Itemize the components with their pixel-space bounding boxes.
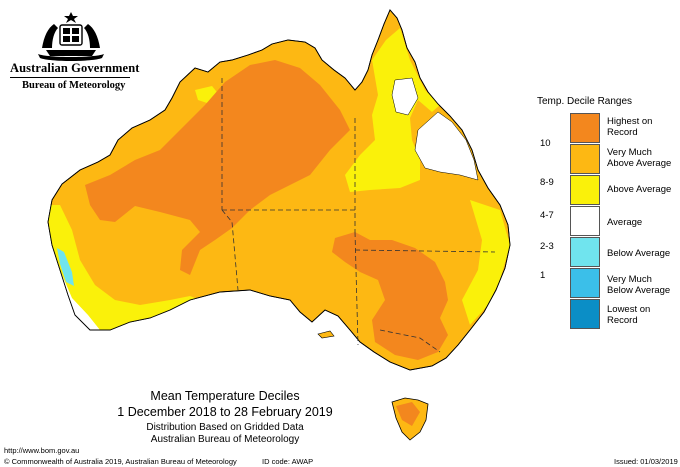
legend-code: 4-7 xyxy=(540,210,554,221)
average-east-queensland xyxy=(414,111,479,181)
legend-item: 10 Very Much Above Average xyxy=(537,138,677,174)
legend-label: Highest on Record xyxy=(607,116,653,138)
map-method: Distribution Based on Gridded Data xyxy=(146,422,304,433)
legend-code: 1 xyxy=(540,270,546,281)
legend-item: 2-3 Below Average xyxy=(537,237,677,267)
legend-label: Very Much Below Average xyxy=(607,274,671,296)
mainland xyxy=(47,9,511,371)
legend-label: Very Much Above Average xyxy=(607,147,672,169)
copyright-text: © Commonwealth of Australia 2019, Austra… xyxy=(4,457,237,466)
legend-title: Temp. Decile Ranges xyxy=(537,96,633,107)
legend-swatch xyxy=(570,206,600,236)
legend-swatch xyxy=(570,144,600,174)
legend-swatch xyxy=(570,175,600,205)
legend-swatch xyxy=(570,299,600,329)
legend-item: Lowest on Record xyxy=(537,299,677,329)
legend-item: 1 Very Much Below Average xyxy=(537,268,677,298)
map-source: Australian Bureau of Meteorology xyxy=(150,434,300,445)
legend-item: 8-9 Above Average xyxy=(537,175,677,205)
legend-label: Below Average xyxy=(607,248,671,259)
coat-of-arms-icon xyxy=(38,12,104,61)
map-period: 1 December 2018 to 28 February 2019 xyxy=(117,405,333,419)
legend-swatch xyxy=(570,113,600,143)
legend-label: Lowest on Record xyxy=(607,304,651,326)
divider xyxy=(10,77,130,78)
legend-label: Average xyxy=(607,217,643,228)
highest-on-record-southeast xyxy=(332,232,448,360)
legend-code: 10 xyxy=(540,138,551,149)
id-code: ID code: AWAP xyxy=(262,457,314,466)
above-average-southwest xyxy=(48,205,200,332)
government-title: Australian Government xyxy=(10,61,140,75)
legend-item: 4-7 Average xyxy=(537,206,677,236)
state-borders xyxy=(221,78,496,353)
legend-code: 2-3 xyxy=(540,241,554,252)
legend-code: 8-9 xyxy=(540,177,554,188)
legend-swatch xyxy=(570,237,600,267)
below-average-west-coast xyxy=(57,248,74,286)
legend-item: Highest on Record xyxy=(537,113,677,143)
issued-date: Issued: 01/03/2019 xyxy=(614,457,678,466)
kangaroo-island xyxy=(317,330,335,339)
government-logo xyxy=(8,10,134,96)
agency-name: Bureau of Meteorology xyxy=(22,80,126,91)
highest-on-record-north xyxy=(85,60,350,275)
legend-label: Above Average xyxy=(607,184,672,195)
map-title: Mean Temperature Deciles xyxy=(150,389,300,403)
tasmania xyxy=(391,397,429,441)
above-average-east-coast xyxy=(462,200,510,325)
bom-url-link[interactable]: http://www.bom.gov.au xyxy=(4,446,80,455)
average-cape-york xyxy=(391,77,419,116)
legend-swatch xyxy=(570,268,600,298)
